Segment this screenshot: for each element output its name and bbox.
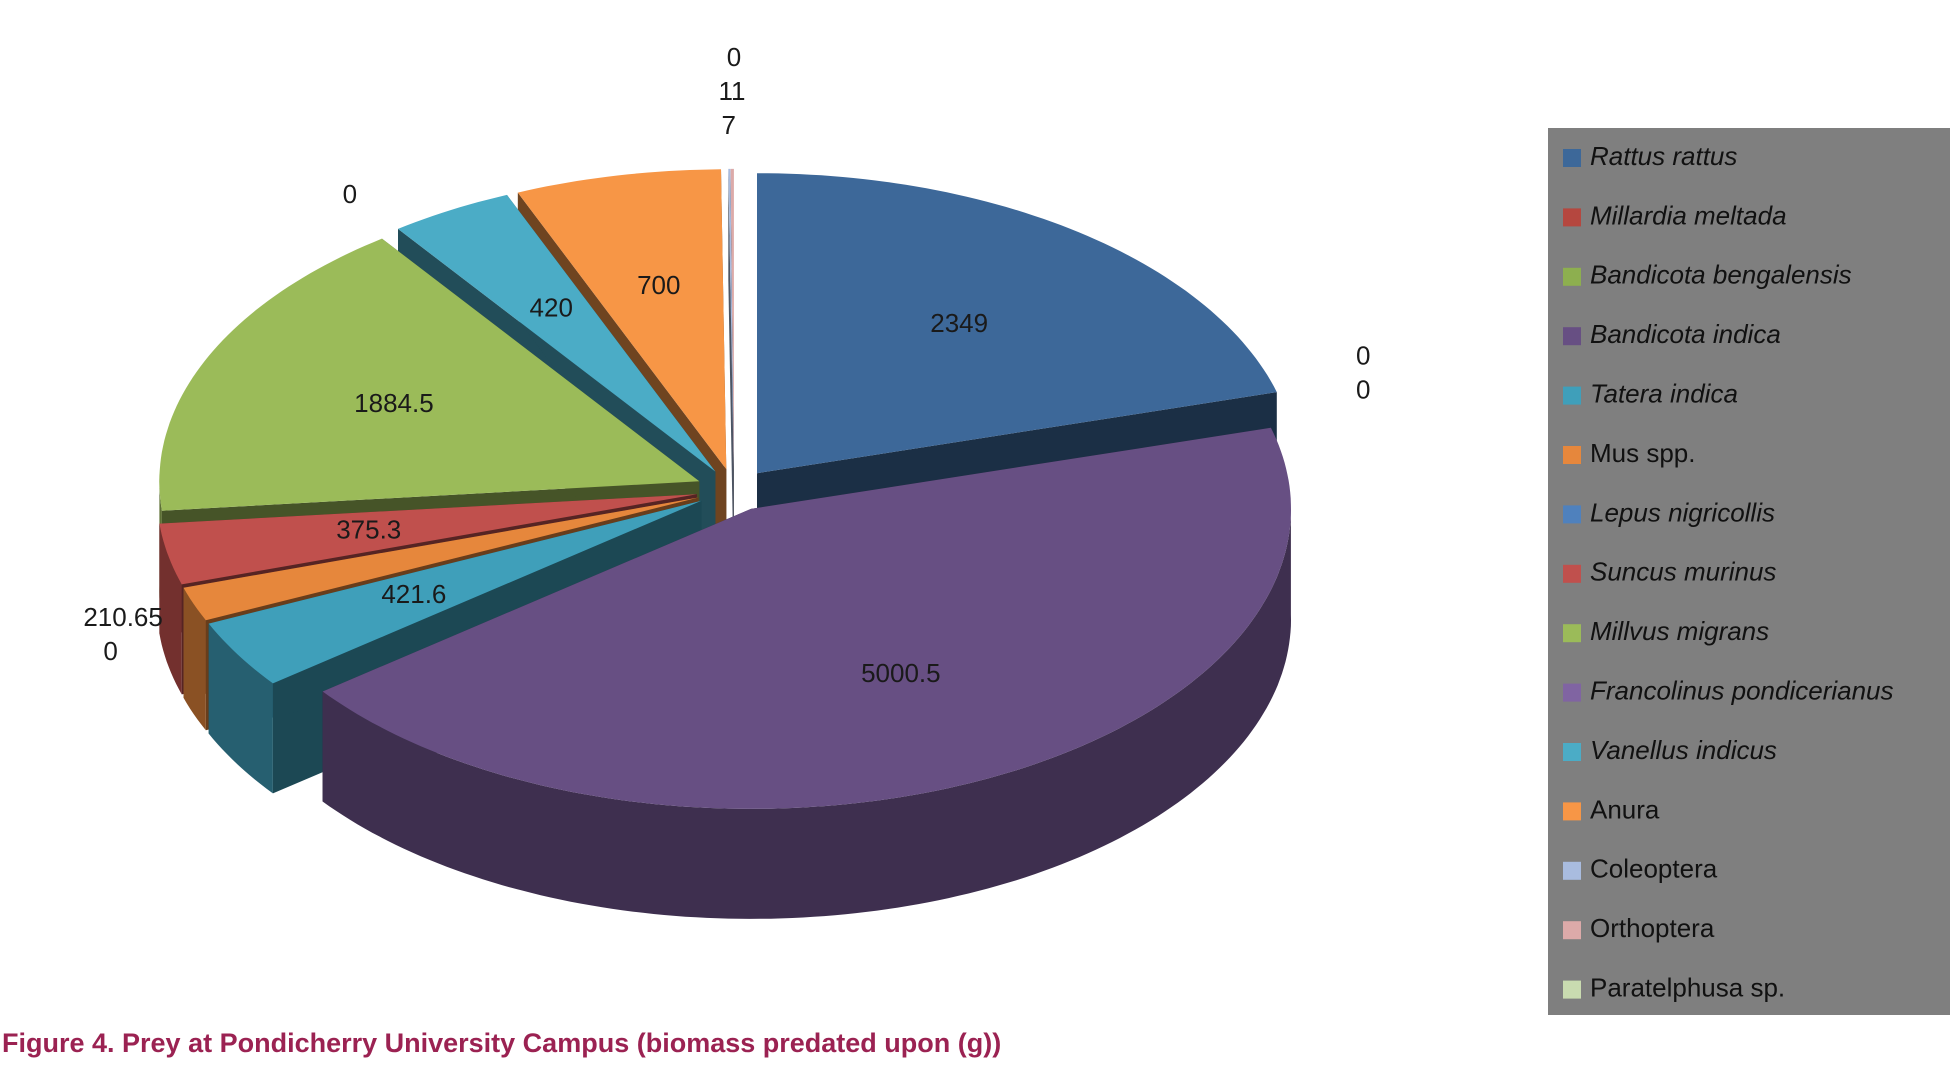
chart-title: Figure 4. Prey at Pondicherry University… [2, 1028, 1001, 1058]
legend-box [1548, 128, 1950, 1015]
slice-top [183, 497, 699, 621]
legend-label: Anura [1590, 794, 1660, 824]
slice-top [728, 168, 734, 469]
legend-swatch [1563, 327, 1581, 346]
slice-side [159, 523, 182, 695]
legend-label: Coleoptera [1590, 854, 1718, 884]
legend-swatch [1563, 386, 1581, 405]
data-label: 375.3 [336, 514, 401, 544]
legend-label: Millvus migrans [1590, 616, 1769, 646]
slice [728, 168, 734, 579]
legend-label: Tatera indica [1590, 378, 1738, 408]
legend-swatch [1563, 802, 1581, 821]
legend-swatch [1563, 149, 1581, 167]
legend-label: Suncus murinus [1590, 557, 1776, 587]
legend-swatch [1563, 921, 1581, 940]
slice-top [322, 427, 1292, 809]
legend-swatch [1563, 505, 1581, 524]
data-label: 7 [722, 110, 736, 140]
slice-top [159, 494, 697, 585]
data-label: 0 [103, 636, 117, 666]
slice-side [183, 587, 206, 731]
data-label: 1884.5 [354, 388, 434, 418]
data-label: 5000.5 [861, 658, 941, 688]
legend-label: Vanellus indicus [1590, 735, 1777, 765]
legend-label: Mus spp. [1590, 438, 1696, 468]
slice-top [159, 238, 700, 511]
slice [322, 427, 1292, 919]
slice-top [757, 173, 1277, 474]
legend-swatch [1563, 861, 1581, 880]
slice-side [208, 500, 702, 734]
legend-label: Francolinus pondicerianus [1590, 675, 1894, 705]
legend-swatch [1563, 980, 1581, 999]
legend-swatch [1563, 743, 1581, 761]
slice-side [322, 504, 1292, 919]
data-label: 11 [719, 76, 746, 106]
data-label: 0 [1356, 375, 1370, 405]
data-label: 0 [343, 179, 357, 209]
slice-top [208, 500, 702, 684]
legend-swatch [1563, 564, 1581, 583]
legend-label: Orthoptera [1590, 913, 1715, 943]
legend-label: Lepus nigricollis [1590, 497, 1775, 527]
slice-side [208, 623, 273, 794]
slice-top [398, 194, 716, 472]
data-label: 210.65 [83, 602, 163, 632]
data-label: 0 [727, 42, 741, 72]
legend-label: Bandicota bengalensis [1590, 260, 1852, 290]
legend-label: Millardia meltada [1590, 200, 1787, 230]
slice-side [728, 168, 734, 579]
legend-label: Rattus rattus [1590, 141, 1737, 171]
slice-top [517, 169, 727, 470]
data-label: 2349 [930, 308, 988, 338]
legend-swatch [1563, 208, 1581, 227]
legend-swatch [1563, 446, 1581, 464]
data-label: 700 [637, 270, 680, 300]
legend-label: Paratelphusa sp. [1590, 972, 1785, 1002]
data-label: 421.6 [381, 579, 446, 609]
legend-swatch [1563, 267, 1581, 286]
data-label: 0 [1356, 341, 1370, 371]
legend-swatch [1563, 624, 1581, 643]
legend-swatch [1563, 683, 1581, 702]
legend-label: Bandicota indica [1590, 319, 1781, 349]
slice-top [730, 168, 734, 469]
data-label: 420 [530, 292, 573, 322]
